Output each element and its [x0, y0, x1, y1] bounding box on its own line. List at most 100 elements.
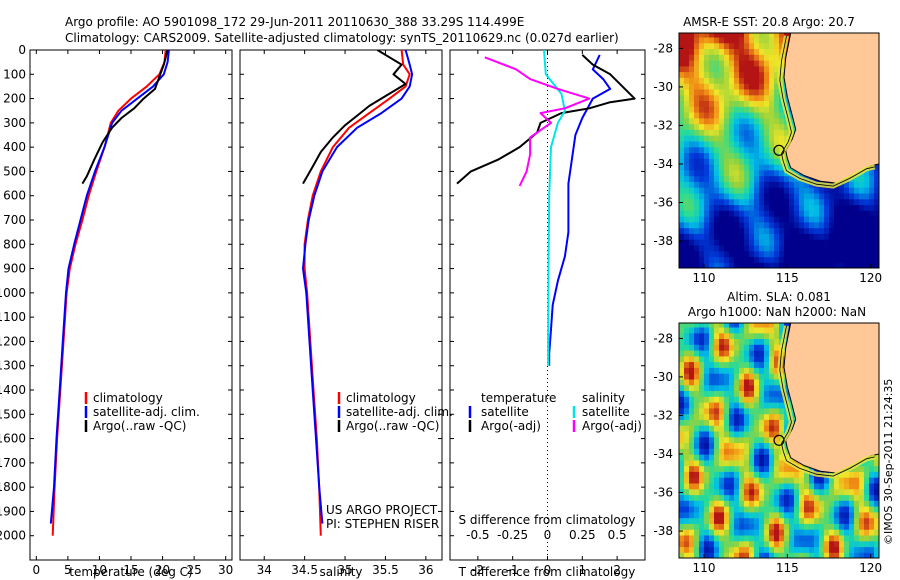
map-cell — [739, 338, 745, 345]
map-cell — [764, 511, 770, 519]
map-cell — [709, 506, 715, 513]
map-cell — [844, 250, 850, 258]
map-cell — [749, 60, 755, 67]
map-cell — [844, 494, 850, 501]
map-cell — [819, 216, 825, 223]
map-cell — [854, 239, 860, 246]
map-cell — [689, 233, 695, 240]
map-cell — [734, 146, 740, 153]
map-cell — [784, 239, 790, 246]
map-cell — [764, 83, 770, 90]
map-cell — [869, 227, 875, 234]
map-cell — [754, 436, 760, 443]
map-cell — [704, 384, 710, 391]
map-cell — [854, 500, 860, 507]
map-cell — [784, 546, 790, 553]
map-cell — [734, 523, 740, 530]
map-cell — [719, 71, 725, 78]
map-cell — [864, 239, 870, 246]
map-cell — [754, 48, 760, 55]
map-cell — [704, 158, 710, 165]
map-cell — [789, 407, 795, 415]
map-cell — [694, 430, 700, 438]
map-cell — [754, 390, 760, 397]
map-cell — [749, 239, 755, 246]
map-cell — [749, 187, 755, 194]
map-cell — [704, 413, 710, 420]
map-cell — [684, 33, 690, 38]
map-cell — [789, 488, 795, 496]
map-cell — [694, 221, 700, 229]
map-cell — [814, 262, 820, 268]
map-cell — [744, 355, 750, 363]
map-cell — [704, 106, 710, 113]
map-cell — [724, 402, 730, 409]
map-cell — [829, 540, 835, 548]
map-cell — [704, 419, 710, 426]
map-cell — [769, 204, 775, 211]
map-cell — [709, 244, 715, 252]
map-cell — [764, 158, 770, 165]
map-cell — [739, 396, 745, 403]
map-cell — [764, 33, 770, 38]
map-cell — [714, 477, 720, 484]
map-cell — [724, 465, 730, 472]
map-cell — [774, 88, 780, 96]
map-cell — [684, 390, 690, 397]
map-cell — [844, 262, 850, 268]
map-cell — [679, 152, 685, 159]
map-cell — [764, 552, 770, 558]
map-cell — [764, 71, 770, 78]
map-cell — [754, 454, 760, 461]
map-cell — [689, 135, 695, 142]
map-cell — [849, 546, 855, 553]
map-cell — [699, 112, 705, 119]
map-cell — [709, 48, 715, 55]
map-cell — [834, 477, 840, 484]
map-cell — [844, 181, 850, 188]
map-cell — [764, 367, 770, 374]
map-cell — [774, 123, 780, 130]
map-cell — [839, 187, 845, 194]
map-cell — [859, 471, 865, 478]
map-cell — [879, 216, 885, 222]
depth-tick-label: 100 — [3, 67, 26, 81]
map-cell — [769, 60, 775, 67]
map-cell — [759, 164, 765, 171]
map-cell — [739, 117, 745, 125]
map-cell — [804, 198, 810, 206]
map-cell — [759, 396, 765, 403]
map-cell — [764, 221, 770, 229]
map-cell — [679, 169, 685, 177]
map-cell — [699, 494, 705, 501]
map-cell — [749, 164, 755, 171]
map-cell — [744, 534, 750, 542]
map-cell — [734, 482, 740, 490]
map-cell — [859, 198, 865, 206]
map-cell — [704, 192, 710, 200]
map-cell — [714, 54, 720, 61]
map-cell — [864, 244, 870, 252]
map-cell — [754, 511, 760, 519]
map-cell — [704, 407, 710, 415]
map-cell — [684, 262, 690, 268]
map-cell — [764, 48, 770, 55]
map-cell — [714, 413, 720, 420]
map-cell — [779, 523, 785, 530]
map-cell — [719, 106, 725, 113]
map-cell — [739, 244, 745, 252]
map-cell — [734, 413, 740, 420]
map-cell — [764, 60, 770, 67]
map-cell — [689, 60, 695, 67]
map-cell — [859, 244, 865, 252]
map-cell — [714, 367, 720, 374]
map-cell — [854, 523, 860, 530]
map-cell — [744, 135, 750, 142]
map-cell — [784, 233, 790, 240]
map-cell — [879, 333, 885, 339]
series-group — [456, 50, 636, 366]
map-cell — [849, 500, 855, 507]
map-cell — [724, 425, 730, 432]
map-cell — [819, 488, 825, 496]
map-cell — [739, 164, 745, 171]
